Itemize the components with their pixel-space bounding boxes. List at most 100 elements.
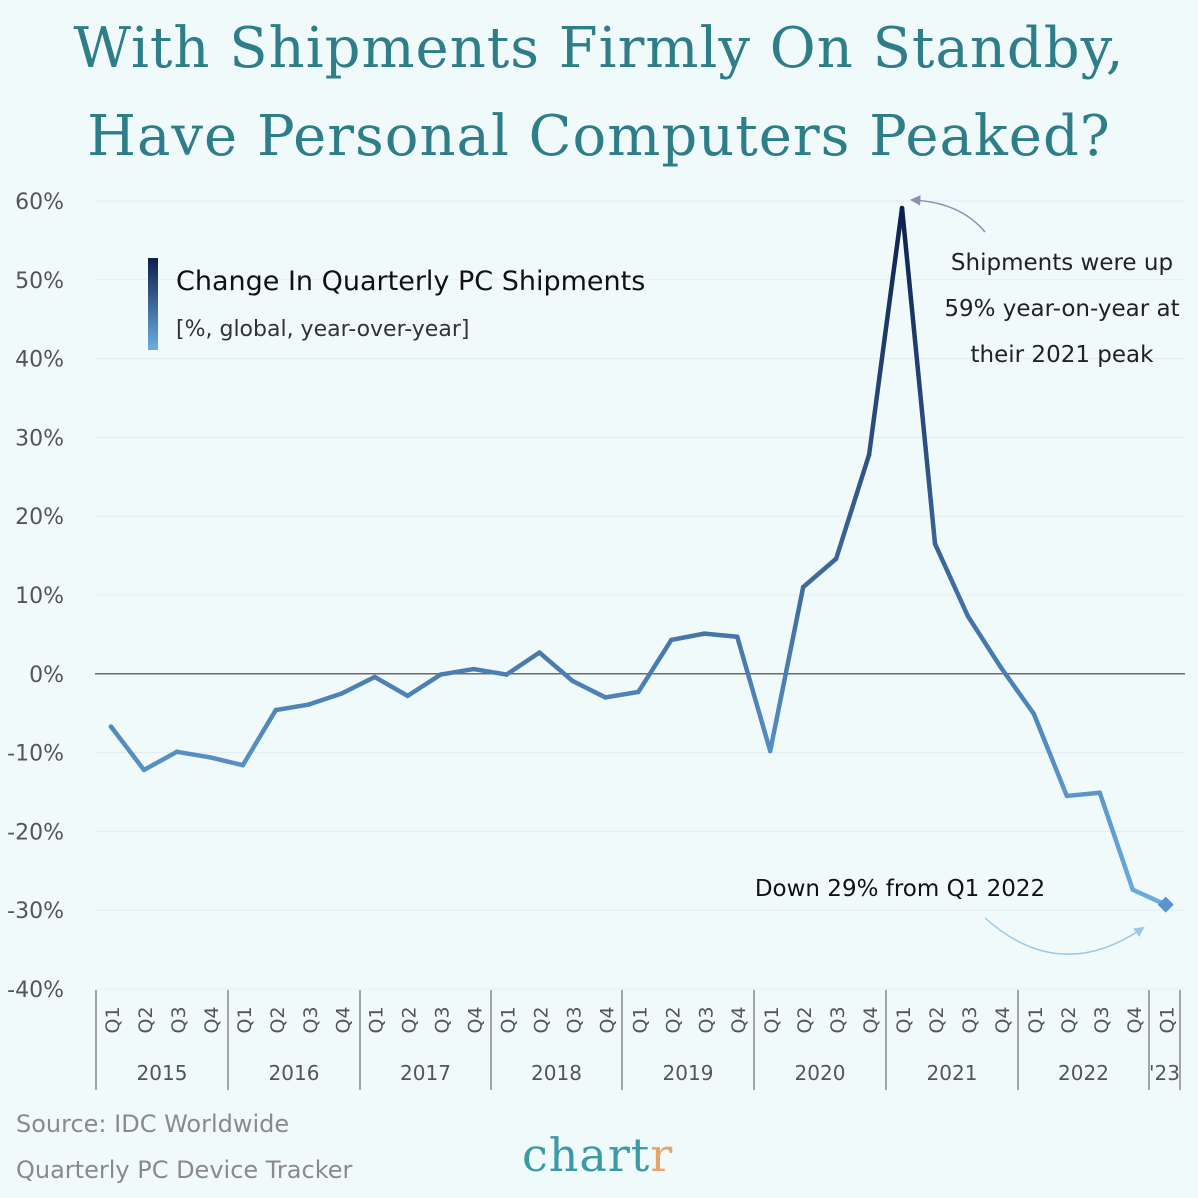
x-tick-label: Q4: [1124, 1006, 1146, 1033]
line-segment: [998, 665, 1037, 717]
year-label: 2016: [269, 1061, 320, 1085]
data-point: [240, 763, 246, 768]
line-segment: [207, 755, 246, 768]
peak-annotation-line-2: 59% year-on-year at: [944, 296, 1179, 322]
line-segment: [1031, 711, 1070, 799]
line-segment: [899, 205, 938, 547]
data-point: [207, 755, 213, 760]
line-segment: [141, 749, 180, 773]
year-label: 2018: [531, 1061, 582, 1085]
data-point: [800, 584, 806, 590]
data-point: [174, 749, 180, 755]
x-tick-label: Q3: [695, 1006, 717, 1033]
data-point: [273, 707, 278, 713]
source-line-1: Source: IDC Worldwide: [16, 1110, 290, 1138]
data-point: [998, 665, 1004, 670]
peak-annotation-line-1: Shipments were up: [951, 250, 1173, 276]
data-point: [306, 702, 311, 707]
x-tick-label: Q2: [530, 1006, 552, 1033]
line-segment: [767, 584, 806, 754]
y-tick-label: 20%: [15, 505, 64, 530]
x-tick-label: Q2: [794, 1006, 816, 1033]
year-label: 2015: [137, 1061, 188, 1085]
y-tick-label: -20%: [7, 820, 64, 845]
line-segment: [306, 691, 344, 707]
legend-subtitle: [%, global, year-over-year]: [176, 317, 469, 342]
legend-title: Change In Quarterly PC Shipments: [176, 266, 645, 297]
latest-annotation: Down 29% from Q1 2022: [755, 876, 1045, 902]
x-tick-label: Q3: [1091, 1006, 1113, 1033]
title-line-1: With Shipments Firmly On Standby,: [73, 16, 1125, 81]
line-segment: [273, 702, 312, 713]
latest-arrow: [984, 917, 1145, 955]
data-point: [932, 541, 938, 546]
data-point: [537, 650, 542, 655]
data-point: [735, 634, 740, 639]
y-tick-label: 40%: [15, 348, 64, 373]
x-tick-label: Q2: [267, 1006, 289, 1033]
data-point: [702, 631, 707, 636]
y-tick-label: 10%: [15, 584, 64, 609]
line-segment: [108, 724, 147, 773]
x-tick-label: Q3: [432, 1006, 454, 1033]
line-segment: [636, 637, 674, 695]
data-point: [504, 672, 509, 677]
y-tick-label: -30%: [7, 899, 64, 924]
x-tick-label: Q1: [629, 1006, 651, 1033]
line-segment: [866, 205, 905, 457]
data-point: [965, 614, 971, 619]
data-point: [603, 695, 608, 700]
x-tick-label: Q4: [201, 1006, 223, 1033]
data-point: [636, 689, 641, 695]
line-segment: [932, 541, 971, 619]
data-point: [108, 724, 114, 729]
line-segment: [570, 678, 608, 700]
data-point: [833, 556, 839, 561]
x-tick-label: Q2: [662, 1006, 684, 1033]
x-tick-label: Q1: [761, 1006, 783, 1033]
year-label: 2020: [795, 1061, 846, 1085]
x-tick-label: Q3: [168, 1006, 190, 1033]
data-point: [372, 674, 377, 680]
line-segment: [405, 672, 443, 699]
line-segment: [734, 634, 773, 754]
legend-color-bar: [148, 258, 158, 350]
x-tick-label: Q1: [366, 1006, 388, 1033]
line-segment: [537, 650, 575, 684]
y-tick-label: 60%: [15, 190, 64, 215]
year-label: 2019: [663, 1061, 714, 1085]
x-tick-label: Q1: [1025, 1006, 1047, 1033]
x-tick-label: Q2: [135, 1006, 157, 1033]
line-segment: [471, 666, 509, 677]
line-segment: [438, 666, 476, 677]
latest-point-marker: [1157, 896, 1174, 913]
data-point: [1064, 793, 1070, 799]
x-tick-label: Q4: [596, 1006, 618, 1033]
chartr-logo: chartr: [522, 1128, 674, 1182]
x-tick-label: Q4: [333, 1006, 355, 1033]
line-segment: [833, 452, 872, 562]
line-segment: [240, 707, 279, 768]
line-segment: [372, 674, 410, 699]
line-segment: [1064, 790, 1103, 799]
peak-annotation-line-3: their 2021 peak: [971, 342, 1155, 368]
x-tick-label: Q1: [498, 1006, 520, 1033]
year-label: '23: [1149, 1061, 1180, 1085]
data-point: [570, 678, 575, 684]
x-tick-label: Q1: [893, 1006, 915, 1033]
year-label: 2017: [400, 1061, 451, 1085]
line-segment: [339, 674, 377, 696]
x-tick-label: Q1: [102, 1006, 124, 1033]
y-tick-label: -40%: [7, 978, 64, 1003]
line-segment: [669, 631, 707, 643]
line-segment: [1097, 790, 1136, 892]
y-tick-label: 0%: [29, 663, 64, 688]
data-point: [471, 666, 476, 672]
x-tick-label: Q3: [300, 1006, 322, 1033]
line-segment: [174, 749, 213, 760]
line-segment: [800, 556, 839, 590]
year-label: 2022: [1058, 1061, 1109, 1085]
x-tick-label: Q2: [926, 1006, 948, 1033]
data-point: [866, 452, 872, 457]
